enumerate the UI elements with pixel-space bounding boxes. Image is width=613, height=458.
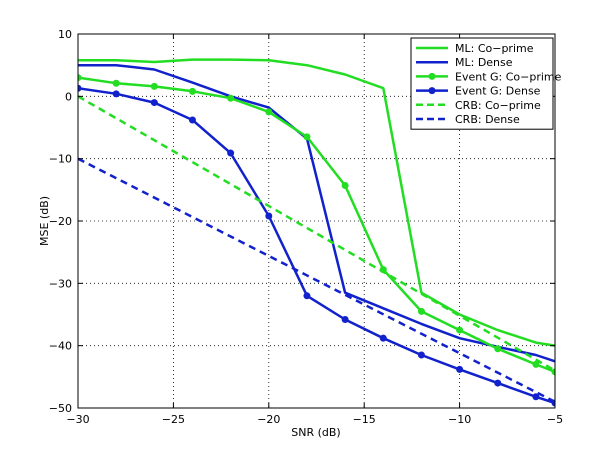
data-point bbox=[494, 379, 502, 387]
data-point bbox=[379, 334, 387, 342]
series-layer bbox=[78, 58, 555, 407]
y-tick-label: 10 bbox=[58, 28, 72, 41]
y-tick-label: 0 bbox=[65, 90, 72, 103]
data-point bbox=[227, 149, 235, 157]
data-point bbox=[112, 79, 120, 87]
data-point bbox=[78, 84, 82, 92]
series-0 bbox=[78, 58, 555, 347]
data-point bbox=[112, 90, 120, 98]
data-point bbox=[532, 393, 540, 401]
legend-marker bbox=[428, 72, 436, 80]
x-tick-label: −25 bbox=[162, 413, 185, 426]
series-line bbox=[78, 76, 555, 373]
x-tick-label: −15 bbox=[353, 413, 376, 426]
data-point bbox=[303, 292, 311, 300]
x-tick-label: −20 bbox=[257, 413, 280, 426]
data-point bbox=[188, 116, 196, 124]
legend-label: ML: Co−prime bbox=[455, 42, 534, 55]
data-point bbox=[456, 365, 464, 373]
data-point bbox=[265, 212, 273, 220]
data-point bbox=[341, 181, 349, 189]
legend-label: ML: Dense bbox=[455, 56, 513, 69]
legend-label: CRB: Dense bbox=[455, 113, 520, 126]
axis-ticks: −30 −25 −20 −15 −10 −5 −50 −40 −30 −20 −10 0 10 bbox=[49, 28, 563, 426]
data-point bbox=[456, 326, 464, 334]
series-2 bbox=[78, 74, 555, 376]
x-axis-label: SNR (dB) bbox=[291, 426, 340, 439]
x-tick-label: −5 bbox=[547, 413, 563, 426]
data-point bbox=[494, 345, 502, 353]
series-3 bbox=[78, 84, 555, 407]
series-5 bbox=[78, 157, 555, 403]
legend-box bbox=[410, 37, 554, 130]
y-tick-label: −10 bbox=[49, 153, 72, 166]
data-point bbox=[341, 315, 349, 323]
legend-label: Event G: Co−prime bbox=[455, 70, 562, 83]
legend-label: Event G: Dense bbox=[455, 85, 541, 98]
series-line bbox=[78, 157, 555, 403]
data-point bbox=[150, 82, 158, 90]
legend-label: CRB: Co−prime bbox=[455, 99, 541, 112]
data-point bbox=[417, 307, 425, 315]
y-tick-label: −50 bbox=[49, 402, 72, 415]
data-point bbox=[227, 94, 235, 102]
data-point bbox=[532, 360, 540, 368]
data-point bbox=[303, 133, 311, 141]
data-point bbox=[265, 108, 273, 116]
legend-marker bbox=[428, 87, 436, 95]
data-point bbox=[551, 368, 555, 376]
y-axis-label: MSE (dB) bbox=[38, 196, 51, 246]
y-tick-label: −20 bbox=[49, 215, 72, 228]
y-tick-label: −30 bbox=[49, 277, 72, 290]
x-tick-label: −10 bbox=[448, 413, 471, 426]
series-line bbox=[78, 95, 555, 372]
series-line bbox=[78, 58, 555, 347]
series-4 bbox=[78, 95, 555, 372]
data-point bbox=[78, 74, 82, 82]
y-tick-label: −40 bbox=[49, 340, 72, 353]
data-point bbox=[417, 351, 425, 359]
data-point bbox=[188, 87, 196, 95]
data-point bbox=[150, 99, 158, 107]
series-line bbox=[78, 86, 555, 405]
x-tick-label: −30 bbox=[66, 413, 89, 426]
